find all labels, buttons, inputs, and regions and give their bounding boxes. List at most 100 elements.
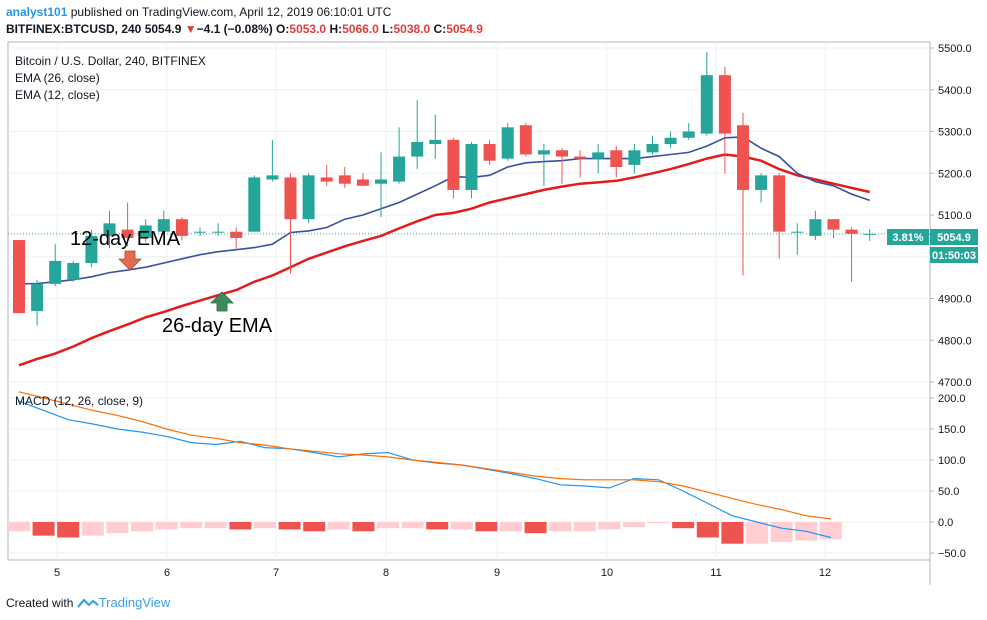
macd-histogram-bar: [8, 522, 30, 532]
candle: [85, 229, 98, 268]
candle: [411, 100, 424, 170]
candle: [49, 244, 62, 286]
macd-histogram-bar: [450, 522, 473, 530]
macd-histogram-bar: [81, 522, 104, 536]
macd-histogram-bar: [57, 522, 80, 538]
macd-histogram-bar: [549, 522, 572, 532]
plot-frame: [7, 41, 931, 561]
macd-histogram-bar: [155, 522, 178, 530]
open-value: 5053.0: [289, 22, 327, 36]
candle-body: [49, 260, 62, 284]
candle-body: [827, 219, 840, 230]
macd-histogram-bar: [721, 522, 744, 544]
macd-histogram-bar: [327, 522, 350, 530]
macd-histogram-bar: [819, 522, 842, 540]
candle: [338, 166, 351, 188]
countdown-badge: [930, 247, 978, 263]
macd-tick-label: 50.0: [938, 486, 959, 498]
candle-body: [483, 144, 496, 161]
last-price-label: 5054.9: [144, 22, 182, 36]
candle: [809, 210, 822, 241]
price-axis-ticks: 4700.04800.04900.05000.05100.05200.05300…: [930, 43, 972, 389]
time-tick-label: 5: [54, 567, 60, 579]
down-arrow-icon: ▼: [184, 22, 197, 36]
macd-histogram-bar: [573, 522, 596, 532]
candle: [67, 260, 80, 282]
candle: [284, 173, 297, 274]
macd-tick-label: 100.0: [938, 455, 966, 467]
macd-histogram-bar: [598, 522, 621, 530]
time-tick-label: 8: [383, 567, 389, 579]
candle: [139, 219, 152, 243]
candle: [773, 173, 786, 259]
candle: [248, 175, 261, 232]
candle-body: [194, 231, 206, 233]
ema26-annotation: 26-day EMA: [162, 315, 273, 337]
candle: [556, 148, 568, 184]
macd-histogram-bar: [106, 522, 129, 534]
open-key: O:: [276, 22, 290, 36]
down-arrow-icon: [118, 250, 142, 271]
candle: [483, 139, 496, 165]
price-badge-text: 5054.9: [937, 232, 971, 244]
candle: [465, 141, 478, 199]
price-chart[interactable]: 4700.04800.04900.05000.05100.05200.05300…: [0, 0, 987, 585]
candle: [121, 202, 134, 247]
price-badge: [930, 229, 978, 245]
candle-body: [664, 137, 677, 145]
macd-histogram-bar: [278, 522, 301, 530]
candle-body: [610, 150, 623, 167]
candle-body: [718, 75, 731, 134]
legend-ema26[interactable]: EMA (26, close): [15, 71, 100, 85]
published-line: analyst101 published on TradingView.com,…: [6, 5, 391, 19]
macd-histogram-bar: [746, 522, 768, 544]
candle-body: [356, 179, 369, 186]
candle-body: [465, 144, 478, 190]
candle: [755, 173, 768, 203]
candle: [574, 150, 587, 178]
close-key: C:: [433, 22, 447, 36]
tradingview-brand[interactable]: TradingView: [98, 595, 171, 610]
author-name[interactable]: analyst101: [6, 5, 68, 19]
macd-tick-label: −50.0: [938, 548, 966, 560]
macd-histogram-bar: [696, 522, 719, 538]
macd-histogram-bar: [131, 522, 153, 532]
candle: [718, 66, 731, 174]
ema-lines: [18, 136, 870, 367]
candle: [646, 135, 659, 155]
price-tick-label: 4900.0: [938, 294, 972, 306]
macd-tick-label: 200.0: [938, 393, 966, 405]
grid: [8, 42, 930, 560]
candle: [682, 123, 695, 140]
price-tick-label: 4700.0: [938, 377, 972, 389]
candle: [103, 210, 116, 249]
candle: [230, 227, 243, 249]
time-axis-ticks: 5 6 7 8 9 10 11 12: [54, 567, 831, 579]
price-tick-label: 5200.0: [938, 168, 972, 180]
macd-histogram-bar: [180, 522, 203, 529]
candle: [429, 114, 442, 159]
candle: [447, 137, 460, 199]
time-tick-label: 10: [601, 567, 613, 579]
macd-legend[interactable]: MACD (12, 26, close, 9): [15, 394, 143, 408]
candle: [356, 173, 369, 186]
candle-body: [284, 177, 297, 220]
macd-histogram-bar: [426, 522, 449, 530]
price-tick-label: 5400.0: [938, 85, 972, 97]
symbol-ohlc-line: BITFINEX:BTCUSD, 240 5054.9 ▼−4.1 (−0.08…: [6, 22, 483, 36]
candle-body: [628, 150, 641, 165]
candle: [737, 112, 749, 276]
macd-histogram-bar: [377, 522, 399, 529]
ema12-annotation: 12-day EMA: [70, 228, 181, 250]
macd-histogram-bar: [475, 522, 498, 532]
macd-histogram-bar: [352, 522, 375, 532]
candle-body: [85, 235, 98, 264]
legend-ema12[interactable]: EMA (12, close): [15, 88, 100, 102]
candle-body: [248, 177, 261, 232]
candle: [628, 144, 641, 174]
macd-histogram-bar: [524, 522, 547, 534]
candle-body: [501, 127, 514, 159]
candle: [592, 144, 605, 174]
candle-body: [393, 156, 406, 182]
candle-body: [592, 152, 605, 159]
